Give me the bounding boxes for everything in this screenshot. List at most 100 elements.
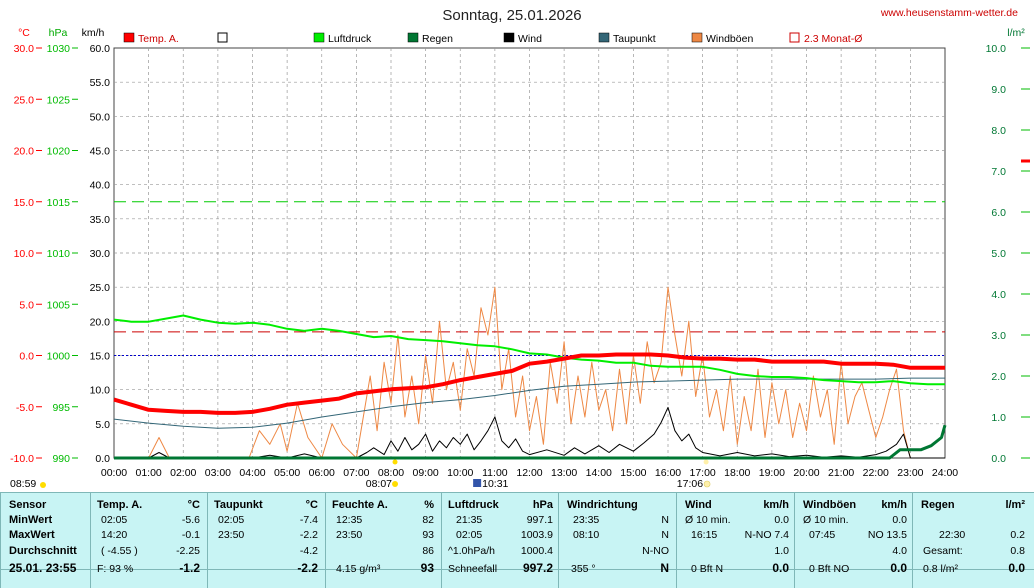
windboeen-line	[114, 286, 945, 459]
label-avg: Durchschnitt	[9, 545, 77, 557]
x-tick-label: 02:00	[170, 467, 196, 479]
temp-tick-label: -10.0	[10, 453, 34, 465]
press-tick-label: 990	[52, 453, 70, 465]
rain-tick-label: 4.0	[991, 289, 1006, 301]
moon-icon	[473, 479, 482, 487]
x-tick-label: 12:00	[516, 467, 542, 479]
windboeen-min-val: 0.0	[892, 514, 907, 526]
temp-cur-extra: F: 93 %	[97, 563, 134, 575]
press-tick-label: 1025	[47, 94, 71, 106]
kmh-tick-label: 55.0	[90, 77, 111, 89]
taupunkt-min-val: -7.4	[299, 514, 318, 526]
stats-col-labels: Sensor MinWert MaxWert Durchschnitt 25.0…	[0, 493, 91, 588]
stats-row-divider	[0, 569, 1034, 570]
temp-unit: °C	[18, 27, 30, 39]
rain-tick-label: 3.0	[991, 330, 1006, 342]
feuchte-unit: %	[424, 499, 434, 511]
label-max: MaxWert	[9, 529, 55, 541]
label-min: MinWert	[9, 514, 53, 526]
temp-avg-val: -2.25	[176, 545, 200, 557]
stats-col-wind: Wind km/h Ø 10 min. 0.0 16:15 N-NO 7.4 1…	[676, 493, 795, 588]
luftdruck-min-val: 997.1	[526, 514, 553, 526]
taupunkt-max-val: -2.2	[299, 529, 318, 541]
x-tick-label: 23:00	[897, 467, 923, 479]
kmh-tick-label: 45.0	[90, 146, 111, 158]
taupunkt-min-time: 02:05	[218, 514, 245, 526]
sunrise-icon	[392, 481, 399, 487]
taupunkt-title: Taupunkt	[214, 499, 263, 511]
rain-tick-label: 5.0	[991, 248, 1006, 260]
windboeen-title: Windböen	[803, 499, 857, 511]
sunset-time: 17:06	[677, 478, 703, 490]
axis-labels: 30.0 25.0 20.0 15.0 10.0 5.0 0.0 -5.0 -10.0 1030 1…	[10, 43, 1030, 479]
chart-title: Sonntag, 25.01.2026	[442, 7, 581, 24]
windrichtung-min-val: N	[661, 514, 669, 526]
wind-cur-val: 0.0	[772, 561, 789, 575]
press-tick-label: 1000	[47, 351, 71, 363]
legend-swatch	[407, 32, 419, 43]
press-tick-label: 1005	[47, 299, 71, 311]
wind-max-val: N-NO 7.4	[744, 529, 789, 541]
x-tick-label: 10:00	[447, 467, 473, 479]
x-tick-label: 22:00	[863, 467, 889, 479]
kmh-tick-label: 25.0	[90, 282, 111, 294]
press-unit: hPa	[49, 27, 68, 39]
sunset-tick-icon	[703, 459, 709, 465]
x-tick-label: 11:00	[482, 467, 508, 479]
x-tick-label: 03:00	[205, 467, 231, 479]
legend-label: Wind	[518, 33, 542, 45]
label-current: 25.01. 23:55	[9, 561, 77, 575]
luftdruck-max-time: 02:05	[456, 529, 483, 541]
wind-max-time: 16:15	[691, 529, 718, 541]
windrichtung-title: Windrichtung	[567, 499, 638, 511]
luftdruck-avg-val: 1000.4	[520, 545, 553, 557]
stats-col-windrichtung: Windrichtung 23:35 N 08:10 N N-NO 355 ° …	[558, 493, 677, 588]
temp-tick-label: 15.0	[14, 197, 35, 209]
luftdruck-cur-extra: Schneefall	[448, 563, 498, 575]
luftdruck-max-val: 1003.9	[520, 529, 553, 541]
regen-gesamt-label: Gesamt:	[923, 545, 963, 557]
legend-swatch	[313, 32, 325, 43]
kmh-tick-label: 20.0	[90, 316, 111, 328]
windboeen-avg-val: 4.0	[892, 545, 907, 557]
site-url[interactable]: www.heusenstamm-wetter.de	[880, 7, 1018, 19]
sunrise-time: 08:07	[366, 478, 392, 490]
kmh-tick-label: 15.0	[90, 351, 111, 363]
legend-swatch	[123, 32, 135, 43]
temp-tick-label: 5.0	[19, 299, 34, 311]
regen-gesamt-val: 0.8	[1010, 545, 1025, 557]
windrichtung-min-time: 23:35	[573, 514, 600, 526]
temp-tick-label: 10.0	[14, 248, 35, 260]
kmh-tick-label: 50.0	[90, 111, 111, 123]
legend-label: Windböen	[706, 33, 753, 45]
x-tick-label: 04:00	[239, 467, 265, 479]
regen-cur-val: 0.0	[1008, 561, 1025, 575]
windboeen-max-val: NO 13.5	[867, 529, 907, 541]
kmh-tick-label: 0.0	[95, 453, 110, 465]
stats-col-windboeen: Windböen km/h Ø 10 min. 0.0 07:45 NO 13.…	[794, 493, 913, 588]
temp-max-val: -0.1	[181, 529, 200, 541]
press-tick-label: 1020	[47, 146, 71, 158]
rain-unit: l/m²	[1007, 27, 1025, 39]
marker-left-time: 08:59	[10, 478, 36, 490]
label-sensor: Sensor	[9, 499, 47, 511]
moon-time: 10:31	[482, 478, 508, 490]
taupunkt-avg-val: -4.2	[299, 545, 318, 557]
x-tick-label: 17:00	[689, 467, 715, 479]
legend: Temp. A. Luftdruck Regen Wind Taupunkt Windbö…	[123, 32, 862, 45]
rain-tick-label: 2.0	[991, 371, 1006, 383]
windrichtung-max-val: N	[661, 529, 669, 541]
luftdruck-unit: hPa	[532, 499, 553, 511]
kmh-tick-label: 35.0	[90, 214, 111, 226]
legend-label: Luftdruck	[328, 33, 372, 45]
temp-cur-val: -1.2	[179, 561, 200, 575]
x-tick-label: 01:00	[135, 467, 161, 479]
legend-label: Regen	[422, 33, 453, 45]
legend-swatch	[691, 32, 703, 43]
x-tick-label: 18:00	[724, 467, 750, 479]
luftdruck-avg-extra: ^1.0hPa/h	[448, 545, 495, 557]
wind-unit: km/h	[763, 499, 789, 511]
luftdruck-cur-val: 997.2	[522, 561, 553, 575]
temp-tick-label: 25.0	[14, 94, 35, 106]
taupunkt-unit: °C	[305, 499, 318, 511]
